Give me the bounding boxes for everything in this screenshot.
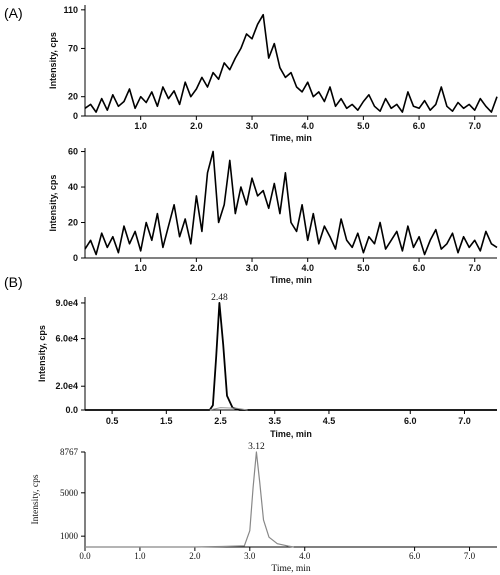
y-tick-label: 5000: [60, 488, 79, 498]
chart-3: 0.5 1.5 2.5 3.5 4.5 6.0 7.0 0.0 2.0e4 6.0e4 9.0e4 T…: [37, 293, 497, 439]
x-tick-label: 3.5: [268, 416, 281, 426]
x-tick-label: 4.0: [301, 263, 314, 273]
x-tick-label: 4.0: [301, 121, 314, 131]
x-tick-label: 5.0: [357, 121, 370, 131]
x-axis-label: Time, min: [271, 564, 310, 574]
chart-4: 0.0 1.0 2.0 3.0 4.0 6.0 7.0 1000 5000 8767 Time, m…: [31, 442, 497, 574]
panel-label-b: (B): [4, 274, 23, 290]
series-line: [85, 451, 294, 548]
x-tick-label: 7.0: [468, 263, 481, 273]
x-tick-label: 6.0: [404, 416, 417, 426]
peak-label: 3.12: [248, 442, 265, 452]
y-tick-label: 9.0e4: [55, 298, 78, 308]
y-tick-label: 20: [68, 92, 78, 102]
x-axis-label: Time, min: [270, 429, 312, 439]
y-tick-label: 0: [73, 253, 78, 263]
y-tick-label: 70: [68, 43, 78, 53]
x-tick-label: 5.0: [357, 263, 370, 273]
y-tick-label: 1000: [60, 531, 79, 541]
peak-label: 2.48: [211, 293, 228, 303]
x-tick-label: 6.0: [409, 551, 421, 561]
y-tick-label: 20: [68, 218, 78, 228]
x-tick-label: 3.0: [246, 121, 259, 131]
y-tick-label: 40: [68, 182, 78, 192]
chart-1: 1.0 2.0 3.0 4.0 5.0 6.0 7.0 0 20 70 110 Time, min In…: [48, 5, 498, 143]
x-tick-label: 6.0: [413, 263, 426, 273]
x-tick-label: 1.0: [134, 263, 147, 273]
x-tick-label: 2.0: [190, 263, 203, 273]
x-tick-label: 6.0: [413, 121, 426, 131]
y-axis-label: Intensity, cps: [48, 32, 58, 89]
x-tick-label: 0.5: [106, 416, 119, 426]
x-tick-label: 1.5: [160, 416, 173, 426]
chart-2: 1.0 2.0 3.0 4.0 5.0 6.0 7.0 0 20 40 60 Time, min Int…: [48, 147, 498, 285]
x-tick-label: 2.5: [214, 416, 227, 426]
y-tick-label: 2.0e4: [55, 381, 78, 391]
y-tick-label: 8767: [60, 447, 79, 457]
panel-label-a: (A): [4, 5, 23, 21]
y-axis-label: Intensity, cps: [48, 175, 58, 232]
x-tick-label: 7.0: [468, 121, 481, 131]
x-tick-label: 1.0: [134, 121, 147, 131]
y-axis-label: Intensity, cps: [31, 474, 41, 524]
series-line: [85, 301, 497, 411]
charts-group: 1.0 2.0 3.0 4.0 5.0 6.0 7.0 0 20 70 110 Time, min In…: [31, 5, 498, 574]
x-axis-label: Time, min: [270, 133, 312, 143]
x-tick-label: 1.0: [134, 551, 146, 561]
y-axis-label: Intensity, cps: [37, 325, 47, 382]
y-tick-label: 6.0e4: [55, 334, 78, 344]
x-tick-label: 3.0: [246, 263, 259, 273]
series-line: [84, 13, 498, 113]
series-line: [84, 150, 498, 256]
x-tick-label: 0.0: [79, 551, 91, 561]
x-tick-label: 7.0: [464, 551, 476, 561]
y-tick-label: 60: [68, 147, 78, 157]
y-tick-label: 110: [63, 5, 78, 15]
y-tick-label: 0: [73, 111, 78, 121]
x-tick-label: 3.0: [244, 551, 256, 561]
y-tick-label: 0.0: [65, 405, 78, 415]
x-tick-label: 2.0: [190, 121, 203, 131]
x-axis-label: Time, min: [270, 275, 312, 285]
series-line: [209, 407, 248, 411]
x-tick-label: 4.0: [299, 551, 311, 561]
x-tick-label: 2.0: [189, 551, 201, 561]
x-tick-label: 7.0: [458, 416, 471, 426]
x-tick-label: 4.5: [323, 416, 336, 426]
